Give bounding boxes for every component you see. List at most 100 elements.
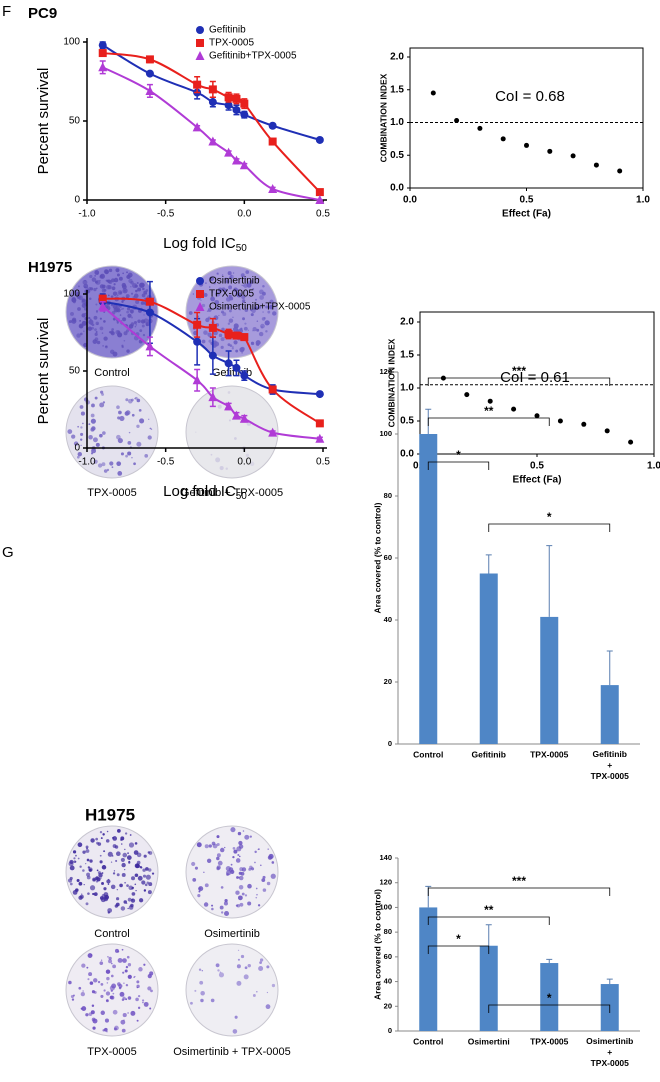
colony: [134, 883, 137, 886]
colony: [81, 893, 83, 895]
significance-label: **: [484, 404, 494, 418]
colony: [216, 835, 220, 839]
colony: [108, 959, 113, 964]
colony: [219, 971, 222, 973]
significance-bracket: [427, 945, 490, 954]
colony: [241, 284, 243, 287]
colony: [227, 343, 231, 347]
colony: [227, 391, 231, 394]
colony: [73, 441, 79, 446]
colony: [84, 312, 87, 315]
colony: [199, 980, 204, 985]
colony: [256, 893, 258, 896]
data-point: [224, 359, 233, 368]
y-tick-label: 20: [384, 1001, 392, 1010]
colony: [150, 428, 153, 430]
data-point: [98, 49, 107, 58]
colony: [89, 885, 96, 891]
data-point: [240, 110, 249, 119]
data-point: [524, 142, 529, 148]
data-point: [240, 99, 249, 108]
colony: [142, 868, 146, 872]
colony: [72, 890, 78, 895]
data-point: [487, 398, 493, 404]
y-tick-label: 140: [379, 853, 392, 862]
colony: [112, 964, 117, 969]
colony: [78, 323, 84, 329]
colony: [254, 861, 256, 864]
colony: [110, 884, 116, 890]
data-point: [239, 160, 249, 170]
colony: [126, 902, 128, 904]
colony: [262, 285, 265, 288]
fit-curve: [102, 52, 321, 193]
colony: [110, 303, 114, 307]
data-point: [239, 413, 249, 423]
colony: [89, 274, 93, 279]
colony: [111, 286, 116, 291]
colony: [107, 279, 111, 284]
colony: [147, 418, 150, 421]
error-bar: [485, 924, 492, 946]
colony: [135, 890, 137, 892]
colony: [93, 287, 97, 292]
colony: [243, 283, 248, 288]
colony: [112, 855, 114, 857]
colony: [113, 283, 116, 286]
colony: [215, 457, 221, 463]
colony: [198, 968, 202, 971]
colony: [103, 469, 108, 473]
data-point: [240, 371, 249, 380]
data-point: [193, 320, 202, 329]
x-axis-label: Effect (Fa): [502, 209, 551, 220]
colony: [107, 956, 109, 958]
colony: [258, 305, 262, 309]
colony: [249, 461, 255, 467]
colony: [236, 846, 242, 852]
colony: [84, 286, 87, 289]
colony: [116, 434, 121, 440]
x-tick-label: 1.0: [636, 195, 650, 206]
colony: [254, 850, 257, 854]
colony: [150, 989, 153, 993]
data-point: [145, 69, 154, 78]
x-axis-label-main: Log fold IC: [163, 483, 236, 500]
y-tick-label: 0.0: [400, 449, 414, 460]
colony: [229, 309, 232, 313]
colony: [130, 898, 136, 903]
colony: [128, 431, 131, 434]
colony: [188, 311, 193, 315]
colony: [244, 834, 250, 840]
colony: [242, 317, 245, 321]
y-tick-label: 120: [379, 367, 392, 376]
colony: [82, 279, 88, 285]
colony: [87, 892, 90, 895]
colony: [85, 1013, 89, 1017]
colony: [122, 307, 125, 310]
colony: [225, 296, 231, 302]
colony: [83, 330, 85, 332]
plate-label: TPX-0005: [87, 1046, 137, 1058]
colony: [237, 958, 240, 961]
colony: [244, 966, 248, 970]
colony: [210, 296, 216, 302]
legend-label: Gefitinib+TPX-0005: [209, 51, 297, 62]
colony: [231, 347, 234, 350]
bar: [600, 685, 619, 744]
y-tick-label: 1.0: [390, 117, 404, 128]
y-tick-label: 50: [69, 366, 81, 377]
colony: [95, 876, 99, 880]
colony: [112, 872, 116, 875]
colony: [95, 280, 98, 284]
colony: [136, 441, 142, 447]
colony: [104, 894, 110, 900]
data-point: [208, 351, 217, 360]
colony: [77, 451, 83, 457]
colony: [203, 330, 208, 335]
colony: [238, 875, 244, 881]
colony: [230, 827, 236, 833]
colony: [86, 858, 90, 862]
x-axis-label: Log fold IC50: [163, 483, 247, 502]
colony: [75, 854, 77, 857]
colony: [86, 872, 91, 877]
